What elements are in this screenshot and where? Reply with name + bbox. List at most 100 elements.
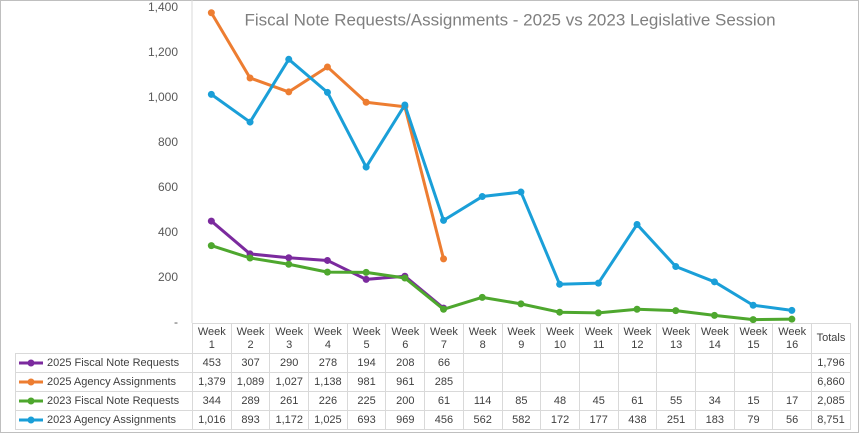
data-point [323, 88, 331, 96]
table-value: 183 [694, 410, 735, 430]
table-value [578, 372, 619, 392]
data-point [440, 305, 448, 313]
y-tick-label: 1,000 [148, 90, 178, 104]
table-value: 194 [346, 353, 387, 373]
table-value: 1,027 [269, 372, 310, 392]
series-line [210, 57, 793, 312]
data-point [440, 216, 448, 224]
chart-title: Fiscal Note Requests/Assignments - 2025 … [244, 10, 775, 29]
data-point [517, 188, 525, 196]
table-value: 45 [578, 391, 619, 411]
y-tick-label: 200 [158, 270, 178, 284]
table-value: 1,138 [308, 372, 348, 392]
data-point [285, 260, 293, 268]
table-value: 981 [346, 372, 387, 392]
table-value: 208 [385, 353, 426, 373]
table-value [772, 353, 812, 373]
series-line [210, 244, 792, 322]
table-row: 2023 Fiscal Note Requests 344 289 261 226 225… [15, 391, 851, 411]
x-tick-label: Week 16 [772, 323, 812, 354]
data-point [556, 280, 564, 288]
table-value [617, 372, 658, 392]
table-value: 344 [192, 391, 232, 411]
table-total: 2,085 [811, 391, 851, 411]
data-table: Week 1 Week 2 Week 3 Week 4 Week 5 Week 6 Week… [15, 323, 851, 430]
table-value [540, 353, 580, 373]
table-value: 453 [192, 353, 232, 373]
table-value: 289 [230, 391, 271, 411]
data-point [285, 88, 293, 96]
data-point [362, 268, 370, 276]
table-value [462, 372, 503, 392]
data-point [207, 9, 215, 17]
data-point [788, 315, 796, 323]
table-value: 66 [424, 353, 464, 373]
data-point [207, 217, 215, 225]
y-tick-label: 600 [158, 180, 178, 194]
table-value [578, 353, 619, 373]
data-point [246, 254, 254, 262]
data-point [207, 90, 215, 98]
x-tick-label: Week 12 [617, 323, 658, 354]
table-total: 6,860 [811, 372, 851, 392]
table-row: 2023 Agency Assignments 1,016 893 1,172 1,02… [15, 410, 851, 430]
legend-cell: 2025 Fiscal Note Requests [15, 353, 193, 373]
table-value: 285 [424, 372, 464, 392]
table-value: 307 [230, 353, 271, 373]
data-point [362, 98, 370, 106]
table-value: 456 [424, 410, 464, 430]
y-tick-label: 400 [158, 225, 178, 239]
table-value [501, 353, 542, 373]
y-tick-label: 1,200 [148, 45, 178, 59]
table-value: 200 [385, 391, 426, 411]
table-value: 290 [269, 353, 310, 373]
table-value: 693 [346, 410, 387, 430]
table-value: 61 [424, 391, 464, 411]
table-value: 961 [385, 372, 426, 392]
series-line [210, 219, 445, 310]
legend-label: 2023 Fiscal Note Requests [47, 395, 180, 407]
table-value [540, 372, 580, 392]
y-tick-label: - [174, 315, 178, 329]
data-point [401, 101, 409, 109]
x-tick-label: Week 7 [424, 323, 464, 354]
legend-marker [27, 359, 35, 367]
legend-label: 2025 Agency Assignments [47, 376, 177, 388]
table-value: 61 [617, 391, 658, 411]
legend-symbol [19, 397, 43, 405]
table-value: 969 [385, 410, 426, 430]
data-point [594, 309, 602, 317]
table-value: 15 [733, 391, 774, 411]
table-value: 55 [656, 391, 696, 411]
table-value: 114 [462, 391, 503, 411]
legend-label: 2023 Agency Assignments [47, 414, 177, 426]
y-tick-label: 800 [158, 135, 178, 149]
data-point [478, 193, 486, 201]
table-value: 1,379 [192, 372, 232, 392]
table-value: 562 [462, 410, 503, 430]
table-value: 251 [656, 410, 696, 430]
table-value: 48 [540, 391, 580, 411]
table-value [694, 353, 735, 373]
table-value: 172 [540, 410, 580, 430]
table-row: 2025 Fiscal Note Requests 453 307 290 278 194… [15, 353, 851, 373]
table-value: 17 [772, 391, 812, 411]
table-value [656, 353, 696, 373]
data-point [556, 308, 564, 316]
x-tick-label: Week 3 [269, 323, 310, 354]
data-point [672, 263, 680, 271]
table-value: 34 [694, 391, 735, 411]
data-point [285, 254, 293, 262]
legend-marker [27, 378, 35, 386]
data-point [323, 63, 331, 71]
x-tick-label: Week 15 [733, 323, 774, 354]
table-total: 1,796 [811, 353, 851, 373]
table-value: 893 [230, 410, 271, 430]
legend-cell: 2023 Agency Assignments [15, 410, 193, 430]
data-point [633, 220, 641, 228]
table-value: 261 [269, 391, 310, 411]
table-value: 56 [772, 410, 812, 430]
legend-symbol [19, 378, 43, 386]
x-tick-label: Week 1 [192, 323, 232, 354]
data-point [362, 163, 370, 171]
